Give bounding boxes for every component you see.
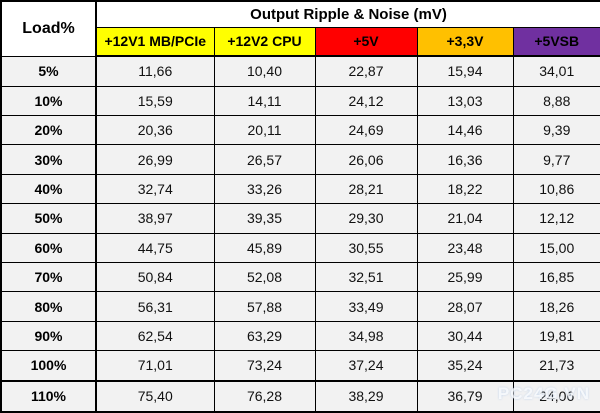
value-cell: 15,00 (512, 232, 600, 263)
table-row: 100% 71,01 73,24 37,24 35,24 21,73 (0, 350, 600, 382)
table-row: 70% 50,84 52,08 32,51 25,99 16,85 (0, 261, 600, 293)
value-cell: 18,26 (512, 291, 600, 322)
table-row: 80% 56,31 57,88 33,49 28,07 18,26 (0, 291, 600, 322)
value-cell: 20,11 (213, 115, 316, 146)
column-header-5v: +5V (314, 26, 418, 57)
value-cell: 21,73 (512, 350, 600, 382)
value-cell: 10,86 (512, 173, 600, 205)
load-cell: 100% (0, 350, 97, 382)
value-cell: 26,57 (213, 144, 316, 175)
value-cell: 16,85 (512, 261, 600, 293)
value-cell: 11,66 (95, 55, 215, 87)
table-row: 5% 11,66 10,40 22,87 15,94 34,01 (0, 55, 600, 87)
value-cell: 9,39 (512, 115, 600, 146)
value-cell: 16,36 (416, 144, 514, 175)
value-cell: 56,31 (95, 291, 215, 322)
value-cell: 8,88 (512, 85, 600, 117)
table-row: 50% 38,97 39,35 29,30 21,04 12,12 (0, 203, 600, 234)
column-header-3v3: +3,3V (416, 26, 514, 57)
value-cell: 32,74 (95, 173, 215, 205)
table-row: 90% 62,54 63,29 34,98 30,44 19,81 (0, 320, 600, 352)
table-row: 40% 32,74 33,26 28,21 18,22 10,86 (0, 173, 600, 205)
load-cell: 110% (0, 379, 97, 413)
load-cell: 20% (0, 115, 97, 146)
load-cell: 30% (0, 144, 97, 175)
table-row-overload: 110% 75,40 76,28 38,29 36,79 24,06 (0, 379, 600, 413)
value-cell: 21,04 (416, 203, 514, 234)
value-cell: 26,06 (314, 144, 418, 175)
table-title: Output Ripple & Noise (mV) (95, 0, 600, 28)
value-cell: 24,12 (314, 85, 418, 117)
value-cell: 14,11 (213, 85, 316, 117)
load-cell: 5% (0, 55, 97, 87)
value-cell: 62,54 (95, 320, 215, 352)
value-cell: 32,51 (314, 261, 418, 293)
column-header-12v2: +12V2 CPU (213, 26, 316, 57)
value-cell: 57,88 (213, 291, 316, 322)
load-cell: 10% (0, 85, 97, 117)
load-cell: 50% (0, 203, 97, 234)
value-cell: 25,99 (416, 261, 514, 293)
value-cell: 24,06 (512, 379, 600, 413)
value-cell: 39,35 (213, 203, 316, 234)
value-cell: 29,30 (314, 203, 418, 234)
value-cell: 37,24 (314, 350, 418, 382)
value-cell: 75,40 (95, 379, 215, 413)
value-cell: 71,01 (95, 350, 215, 382)
value-cell: 14,46 (416, 115, 514, 146)
value-cell: 9,77 (512, 144, 600, 175)
value-cell: 33,49 (314, 291, 418, 322)
load-cell: 90% (0, 320, 97, 352)
table-row: 20% 20,36 20,11 24,69 14,46 9,39 (0, 115, 600, 146)
value-cell: 19,81 (512, 320, 600, 352)
value-cell: 76,28 (213, 379, 316, 413)
value-cell: 23,48 (416, 232, 514, 263)
value-cell: 34,01 (512, 55, 600, 87)
corner-header-load: Load% (0, 0, 97, 57)
value-cell: 26,99 (95, 144, 215, 175)
value-cell: 30,44 (416, 320, 514, 352)
value-cell: 12,12 (512, 203, 600, 234)
value-cell: 15,59 (95, 85, 215, 117)
value-cell: 33,26 (213, 173, 316, 205)
table-row: 30% 26,99 26,57 26,06 16,36 9,77 (0, 144, 600, 175)
value-cell: 10,40 (213, 55, 316, 87)
value-cell: 18,22 (416, 173, 514, 205)
value-cell: 63,29 (213, 320, 316, 352)
value-cell: 34,98 (314, 320, 418, 352)
value-cell: 44,75 (95, 232, 215, 263)
load-cell: 60% (0, 232, 97, 263)
value-cell: 15,94 (416, 55, 514, 87)
value-cell: 38,97 (95, 203, 215, 234)
table-row: 60% 44,75 45,89 30,55 23,48 15,00 (0, 232, 600, 263)
load-cell: 70% (0, 261, 97, 293)
value-cell: 52,08 (213, 261, 316, 293)
value-cell: 28,07 (416, 291, 514, 322)
column-header-5vsb: +5VSB (512, 26, 600, 57)
value-cell: 20,36 (95, 115, 215, 146)
value-cell: 13,03 (416, 85, 514, 117)
value-cell: 35,24 (416, 350, 514, 382)
value-cell: 28,21 (314, 173, 418, 205)
value-cell: 24,69 (314, 115, 418, 146)
load-cell: 40% (0, 173, 97, 205)
value-cell: 30,55 (314, 232, 418, 263)
value-cell: 38,29 (314, 379, 418, 413)
value-cell: 22,87 (314, 55, 418, 87)
table-row: 10% 15,59 14,11 24,12 13,03 8,88 (0, 85, 600, 117)
value-cell: 36,79 (416, 379, 514, 413)
value-cell: 50,84 (95, 261, 215, 293)
value-cell: 73,24 (213, 350, 316, 382)
load-cell: 80% (0, 291, 97, 322)
value-cell: 45,89 (213, 232, 316, 263)
column-header-12v1: +12V1 MB/PCIe (95, 26, 215, 57)
